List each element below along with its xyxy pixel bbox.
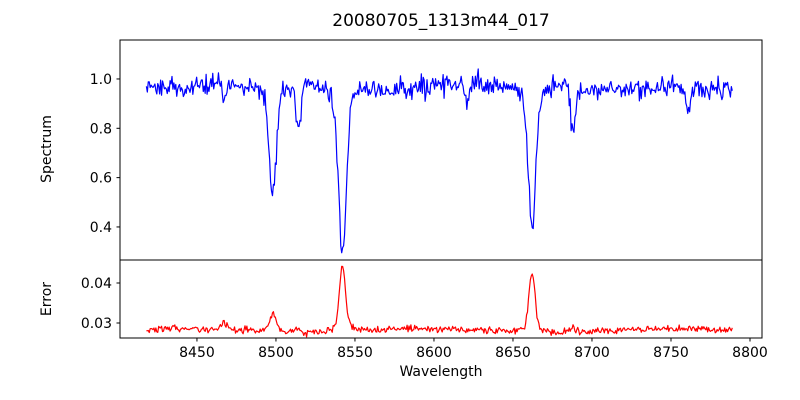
- x-tick-label: 8600: [416, 345, 452, 361]
- x-tick-label: 8500: [258, 345, 294, 361]
- x-tick-label: 8750: [653, 345, 689, 361]
- x-tick-label: 8650: [495, 345, 531, 361]
- y-tick-label: 0.8: [90, 121, 112, 137]
- chart-title: 20080705_1313m44_017: [332, 11, 550, 31]
- error-plot-area: [146, 265, 733, 338]
- x-tick-label: 8800: [732, 345, 768, 361]
- x-axis-ticks: 8450 8500 8550 8600 8650 8700 8750 8800: [179, 338, 768, 361]
- y-tick-label: 0.03: [81, 316, 112, 332]
- error-line: [146, 265, 733, 338]
- x-axis-label: Wavelength: [399, 364, 483, 380]
- y-tick-label: 0.04: [81, 276, 112, 292]
- y-tick-label: 0.4: [90, 220, 112, 236]
- error-y-axis-ticks: 0.03 0.04: [81, 276, 120, 332]
- spectrum-plot-area: [145, 68, 733, 254]
- spectrum-y-axis-ticks: 0.4 0.6 0.8 1.0: [90, 72, 120, 236]
- x-tick-label: 8450: [179, 345, 215, 361]
- error-axes-frame: [119, 259, 763, 339]
- spectrum-axes-frame: [119, 39, 763, 261]
- spectrum-line: [145, 68, 733, 254]
- y-tick-label: 0.6: [90, 171, 112, 187]
- x-tick-label: 8550: [337, 345, 373, 361]
- y-tick-label: 1.0: [90, 72, 112, 88]
- x-tick-label: 8700: [574, 345, 610, 361]
